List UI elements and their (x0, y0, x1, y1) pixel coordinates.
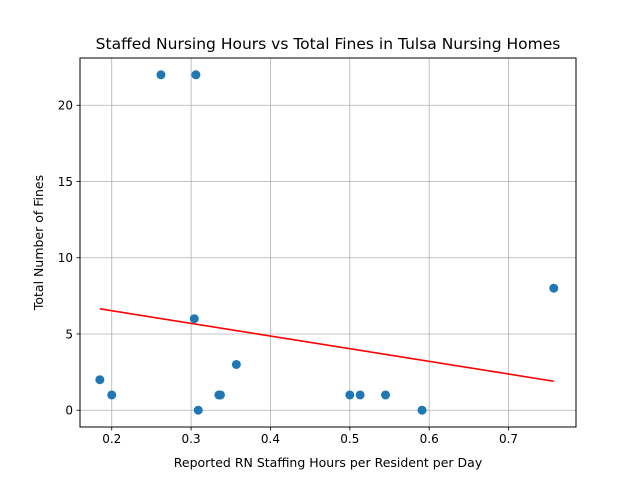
data-point (381, 390, 391, 400)
data-point (231, 359, 241, 369)
x-axis-label: Reported RN Staffing Hours per Resident … (174, 455, 483, 470)
data-point (345, 390, 355, 400)
trend-line (99, 308, 554, 383)
y-axis-ticks: 0 5 10 15 20 (58, 99, 80, 418)
y-tick-label: 0 (65, 404, 73, 418)
y-tick-label: 5 (65, 327, 73, 341)
y-axis-label: Total Number of Fines (31, 175, 46, 311)
plot-frame (79, 57, 577, 428)
data-point (156, 70, 166, 80)
x-tick-label: 0.5 (340, 432, 359, 446)
x-tick-label: 0.2 (102, 432, 121, 446)
data-point (189, 314, 199, 324)
data-point (95, 375, 105, 385)
trend-line-group (99, 308, 554, 383)
y-tick-label: 15 (58, 175, 73, 189)
data-point (417, 405, 427, 415)
data-point (215, 390, 225, 400)
x-axis-ticks: 0.2 0.3 0.4 0.5 0.6 0.7 (102, 427, 518, 446)
chart-title: Staffed Nursing Hours vs Total Fines in … (96, 35, 561, 53)
x-tick-label: 0.3 (182, 432, 201, 446)
data-point (549, 283, 559, 293)
data-point (191, 70, 201, 80)
points-group (95, 70, 559, 415)
grid (80, 58, 576, 427)
data-point (193, 405, 203, 415)
x-tick-label: 0.7 (499, 432, 518, 446)
data-point (355, 390, 365, 400)
data-point (107, 390, 117, 400)
x-tick-label: 0.4 (261, 432, 280, 446)
x-tick-label: 0.6 (420, 432, 439, 446)
y-tick-label: 20 (58, 99, 73, 113)
y-tick-label: 10 (58, 251, 73, 265)
